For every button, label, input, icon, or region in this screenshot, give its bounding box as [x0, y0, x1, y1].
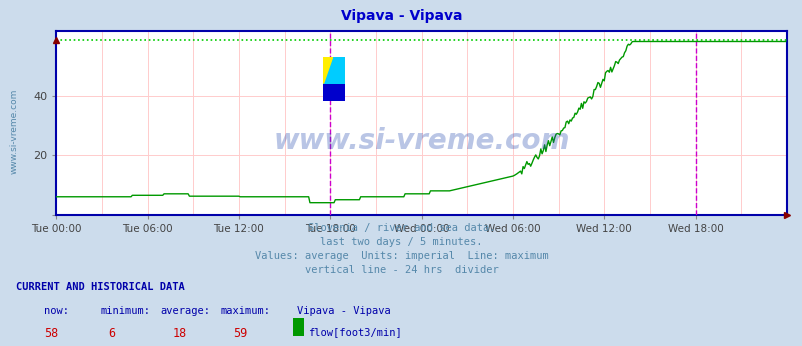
Text: last two days / 5 minutes.: last two days / 5 minutes.: [320, 237, 482, 247]
Text: now:: now:: [44, 306, 69, 316]
Text: 6: 6: [108, 327, 115, 340]
Text: Slovenia / river and sea data.: Slovenia / river and sea data.: [307, 223, 495, 233]
Text: www.si-vreme.com: www.si-vreme.com: [273, 127, 569, 155]
Text: www.si-vreme.com: www.si-vreme.com: [10, 89, 19, 174]
Text: average:: average:: [160, 306, 210, 316]
Text: maximum:: maximum:: [221, 306, 270, 316]
Text: 59: 59: [233, 327, 247, 340]
Text: CURRENT AND HISTORICAL DATA: CURRENT AND HISTORICAL DATA: [16, 282, 184, 292]
Text: Vipava - Vipava: Vipava - Vipava: [340, 9, 462, 22]
Text: Vipava - Vipava: Vipava - Vipava: [297, 306, 391, 316]
Text: flow[foot3/min]: flow[foot3/min]: [307, 327, 401, 337]
Text: minimum:: minimum:: [100, 306, 150, 316]
Text: 58: 58: [44, 327, 59, 340]
Text: Values: average  Units: imperial  Line: maximum: Values: average Units: imperial Line: ma…: [254, 251, 548, 261]
Text: vertical line - 24 hrs  divider: vertical line - 24 hrs divider: [304, 265, 498, 275]
Text: 18: 18: [172, 327, 187, 340]
